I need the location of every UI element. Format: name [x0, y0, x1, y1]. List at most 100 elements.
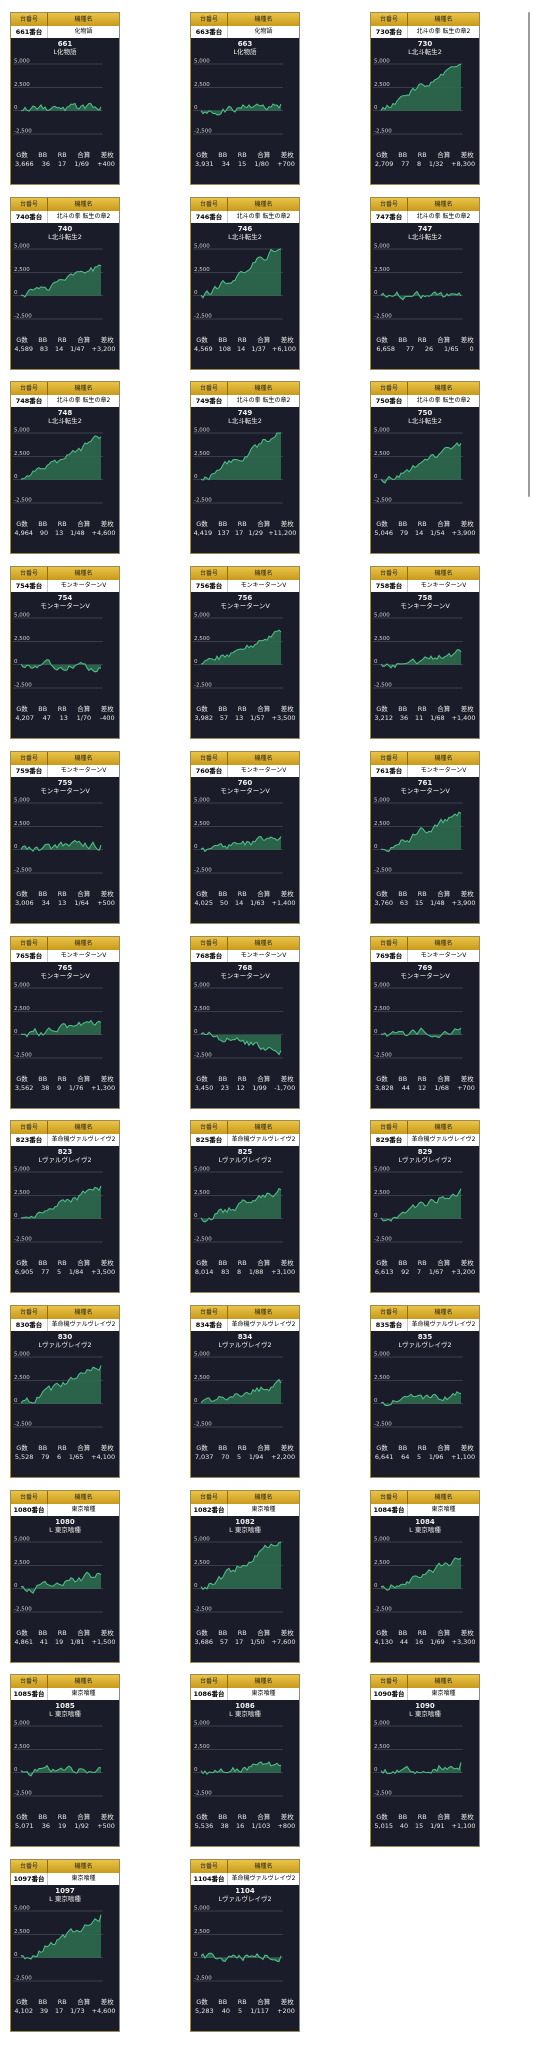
- games-label: G数: [16, 151, 28, 159]
- total-label: 合算: [77, 520, 91, 529]
- card-header: 台番号 機種名: [371, 567, 479, 581]
- unit-card-830[interactable]: 台番号 機種名 830番台 革命機ヴァルヴレイヴ2 830 Lヴァルヴレイヴ2 …: [10, 1304, 120, 1478]
- total-label: 合算: [437, 889, 451, 898]
- unit-card-756[interactable]: 台番号 機種名 756番台 モンキーターンV 756 モンキーターンV 5,00…: [190, 566, 300, 740]
- unit-card-747[interactable]: 台番号 機種名 747番台 北斗の拳 転生の章2 747 L北斗転生2 5,00…: [370, 196, 480, 370]
- unit-card-754[interactable]: 台番号 機種名 754番台 モンキーターンV 754 モンキーターンV 5,00…: [10, 566, 120, 740]
- stats-table: G数 BB RB 合算 差枚 3,686 57 17 1/50 +7,600: [191, 1629, 299, 1647]
- unit-card-730[interactable]: 台番号 機種名 730番台 北斗の拳 転生の章2 730 L北斗転生2 5,00…: [370, 12, 480, 185]
- unit-number-header: 台番号: [191, 936, 228, 950]
- axis-label-minus-2500: -2,500: [194, 498, 212, 504]
- unit-card-1084[interactable]: 台番号 機種名 1084番台 東京喰種 1084 L 東京喰種 5,000 2,5…: [370, 1489, 480, 1663]
- stats-table: G数 BB RB 合算 差枚 5,015 40 15 1/91 +1,100: [371, 1813, 479, 1831]
- diff-value: +400: [97, 160, 115, 168]
- games-label: G数: [16, 1813, 28, 1822]
- unit-number-header: 台番号: [191, 1121, 228, 1135]
- unit-label: 765番台: [11, 949, 48, 962]
- unit-card-663[interactable]: 台番号 機種名 663番台 化物語 663 L化物語 5,000 2,500 0 -2…: [190, 12, 300, 185]
- stats-table: G数 BB RB 合算 差枚 3,760 63 15 1/48 +3,900: [371, 890, 479, 908]
- axis-label-0: 0: [14, 1952, 18, 1958]
- axis-label-0: 0: [374, 1767, 378, 1773]
- unit-card-834[interactable]: 台番号 機種名 834番台 革命機ヴァルヴレイヴ2 834 Lヴァルヴレイヴ2 …: [190, 1304, 300, 1478]
- axis-label-minus-2500: -2,500: [14, 1052, 32, 1058]
- machine-name: 北斗の拳 転生の章2: [416, 397, 471, 405]
- axis-label-5000: 5,000: [194, 1536, 210, 1542]
- graph-title: 834 Lヴァルヴレイヴ2: [191, 1331, 299, 1349]
- card-subheader: 749番台 北斗の拳 転生の章2: [191, 395, 299, 408]
- games-value: 5,528: [14, 1452, 34, 1461]
- unit-card-661[interactable]: 台番号 機種名 661番台 化物語 661 L化物語 5,000 2,500 0 -2…: [10, 12, 120, 185]
- stats-value-row: 7,037 70 5 1/94 +2,200: [191, 1453, 299, 1462]
- stats-table: G数 BB RB 合算 差枚 5,046 79 14 1/54 +3,900: [371, 520, 479, 538]
- unit-number: 663: [237, 40, 253, 48]
- bb-value: 77: [41, 1268, 50, 1277]
- unit-card-759[interactable]: 台番号 機種名 759番台 モンキーターンV 759 モンキーターンV 5,00…: [10, 750, 120, 924]
- graph-title: 754 モンキーターンV: [11, 592, 119, 610]
- stats-value-row: 3,212 36 11 1/68 +1,400: [371, 714, 479, 723]
- card-header: 台番号 機種名: [371, 13, 479, 26]
- rb-value: 17: [58, 160, 67, 168]
- unit-card-740[interactable]: 台番号 機種名 740番台 北斗の拳 転生の章2 740 L北斗転生2 5,00…: [10, 196, 120, 370]
- unit-card-749[interactable]: 台番号 機種名 749番台 北斗の拳 転生の章2 749 L北斗転生2 5,00…: [190, 381, 300, 555]
- rb-label: RB: [237, 1813, 247, 1822]
- unit-card-758[interactable]: 台番号 機種名 758番台 モンキーターンV 758 モンキーターンV 5,00…: [370, 566, 480, 740]
- unit-number-header: 台番号: [11, 197, 48, 211]
- total-value: 1/47: [70, 344, 85, 353]
- unit-card-746[interactable]: 台番号 機種名 746番台 北斗の拳 転生の章2 746 L北斗転生2 5,00…: [190, 196, 300, 370]
- games-value: 6,613: [374, 1268, 394, 1277]
- total-label: 合算: [257, 520, 271, 529]
- unit-label: 758番台: [371, 580, 408, 593]
- unit-card-1097[interactable]: 台番号 機種名 1097番台 東京喰種 1097 L 東京喰種 5,000 2,5…: [10, 1859, 120, 2032]
- axis-label-2500: 2,500: [194, 1375, 210, 1381]
- machine-short-name: Lヴァルヴレイヴ2: [218, 1156, 272, 1165]
- unit-card-829[interactable]: 台番号 機種名 829番台 革命機ヴァルヴレイヴ2 829 Lヴァルヴレイヴ2 …: [370, 1120, 480, 1294]
- bb-label: BB: [38, 1998, 48, 2006]
- stats-header-row: G数 BB RB 合算 差枚: [371, 1629, 479, 1638]
- vertical-scrollbar[interactable]: [528, 12, 530, 497]
- unit-card-1080[interactable]: 台番号 機種名 1080番台 東京喰種 1080 L 東京喰種 5,000 2,5…: [10, 1489, 120, 1663]
- unit-label: 825番台: [191, 1134, 228, 1147]
- machine-name: 革命機ヴァルヴレイヴ2: [51, 1136, 116, 1144]
- unit-card-1082[interactable]: 台番号 機種名 1082番台 東京喰種 1082 L 東京喰種 5,000 2,5…: [190, 1489, 300, 1663]
- machine-name-header: 機種名: [434, 570, 453, 578]
- axis-label-minus-2500: -2,500: [374, 129, 392, 135]
- unit-card-1090[interactable]: 台番号 機種名 1090番台 東京喰種 1090 L 東京喰種 5,000 2,5…: [370, 1674, 480, 1848]
- card-subheader: 748番台 北斗の拳 転生の章2: [11, 395, 119, 408]
- unit-card-835[interactable]: 台番号 機種名 835番台 革命機ヴァルヴレイヴ2 835 Lヴァルヴレイヴ2 …: [370, 1304, 480, 1478]
- unit-card-765[interactable]: 台番号 機種名 765番台 モンキーターンV 765 モンキーターンV 5,00…: [10, 935, 120, 1109]
- unit-card-823[interactable]: 台番号 機種名 823番台 革命機ヴァルヴレイヴ2 823 Lヴァルヴレイヴ2 …: [10, 1120, 120, 1294]
- axis-label-0: 0: [374, 290, 378, 296]
- slump-graph: 5,000 2,500 0 -2,500: [373, 1536, 463, 1612]
- unit-label: 754番台: [11, 580, 48, 593]
- graph-line: [20, 1185, 102, 1219]
- total-value: 1/69: [430, 1637, 445, 1646]
- stats-value-row: 5,046 79 14 1/54 +3,900: [371, 529, 479, 538]
- bb-value: 83: [39, 344, 49, 353]
- graph-line: [200, 835, 282, 853]
- unit-card-1085[interactable]: 台番号 機種名 1085番台 東京喰種 1085 L 東京喰種 5,000 2,5…: [10, 1674, 120, 1848]
- games-value: 3,828: [375, 1083, 394, 1092]
- unit-card-825[interactable]: 台番号 機種名 825番台 革命機ヴァルヴレイヴ2 825 Lヴァルヴレイヴ2 …: [190, 1120, 300, 1294]
- unit-number-header: 台番号: [191, 751, 228, 765]
- bb-label: BB: [398, 1259, 408, 1268]
- axis-label-0: 0: [374, 1029, 378, 1035]
- stats-header-row: G数 BB RB 合算 差枚: [371, 1259, 479, 1268]
- unit-card-1086[interactable]: 台番号 機種名 1086番台 東京喰種 1086 L 東京喰種 5,000 2,5…: [190, 1674, 300, 1848]
- games-value: 4,025: [194, 898, 214, 907]
- unit-card-760[interactable]: 台番号 機種名 760番台 モンキーターンV 760 モンキーターンV 5,00…: [190, 750, 300, 924]
- graph-title: 663 L化物語: [191, 38, 299, 56]
- unit-card-769[interactable]: 台番号 機種名 769番台 モンキーターンV 769 モンキーターンV 5,00…: [370, 935, 480, 1109]
- unit-number: 748: [57, 409, 73, 418]
- unit-number: 747: [417, 224, 433, 233]
- diff-value: +1,100: [451, 1822, 476, 1831]
- diff-value: +1,100: [451, 1452, 476, 1461]
- total-label: 合算: [257, 1259, 271, 1268]
- unit-card-750[interactable]: 台番号 機種名 750番台 北斗の拳 転生の章2 750 L北斗転生2 5,00…: [370, 381, 480, 555]
- stats-value-row: 4,419 137 17 1/29 +11,200: [191, 529, 299, 538]
- unit-card-748[interactable]: 台番号 機種名 748番台 北斗の拳 転生の章2 748 L北斗転生2 5,00…: [10, 381, 120, 555]
- unit-card-1104[interactable]: 台番号 機種名 1104番台 革命機ヴァルヴレイヴ2 1104 Lヴァルヴレイヴ…: [190, 1859, 300, 2032]
- unit-card-768[interactable]: 台番号 機種名 768番台 モンキーターンV 768 モンキーターンV 5,00…: [190, 935, 300, 1109]
- total-value: 1/54: [430, 529, 445, 538]
- graph-title: 750 L北斗転生2: [371, 407, 479, 425]
- unit-card-761[interactable]: 台番号 機種名 761番台 モンキーターンV 761 モンキーターンV 5,00…: [370, 750, 480, 924]
